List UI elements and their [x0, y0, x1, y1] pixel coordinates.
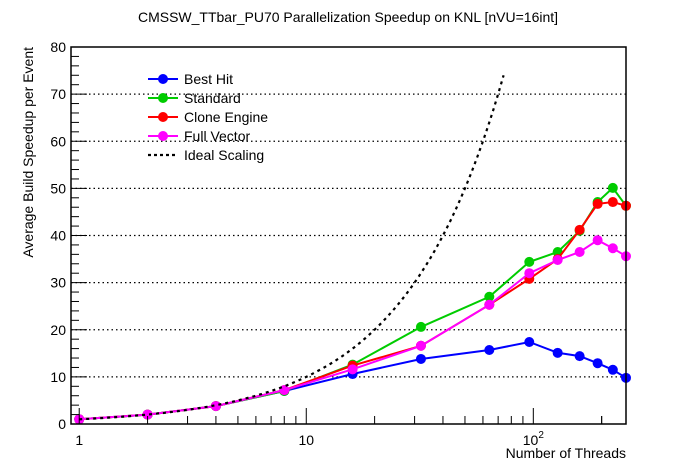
- series-clone-engine: [74, 197, 631, 425]
- legend-marker: [158, 74, 168, 84]
- y-tick-label: 30: [50, 275, 66, 291]
- x-tick-label: 10: [298, 432, 314, 448]
- data-point: [484, 345, 495, 356]
- chart-title: CMSSW_TTbar_PU70 Parallelization Speedup…: [138, 9, 558, 25]
- data-point: [607, 197, 618, 208]
- y-tick-label: 10: [50, 369, 66, 385]
- data-point: [607, 182, 618, 193]
- y-tick-label: 0: [58, 416, 66, 432]
- series-best-hit: [74, 337, 631, 425]
- series-line: [79, 74, 505, 421]
- data-point: [592, 358, 603, 369]
- legend-marker: [158, 131, 168, 141]
- legend-label: Best Hit: [184, 71, 233, 87]
- data-point: [552, 255, 563, 266]
- y-axis-label: Average Build Speedup per Event: [20, 47, 36, 258]
- data-point: [574, 224, 585, 235]
- series-full-vector: [74, 235, 631, 425]
- legend-label: Ideal Scaling: [184, 147, 264, 163]
- y-tick-label: 20: [50, 322, 66, 338]
- series-line: [79, 186, 627, 421]
- y-tick-label: 50: [50, 180, 66, 196]
- y-tick-label: 70: [50, 86, 66, 102]
- data-point: [524, 268, 535, 279]
- data-point: [142, 409, 153, 420]
- y-tick-label: 80: [50, 39, 66, 55]
- data-point: [415, 353, 426, 364]
- series-standard: [74, 182, 631, 425]
- data-point: [574, 246, 585, 257]
- data-point: [484, 299, 495, 310]
- series-ideal-scaling: [79, 74, 505, 421]
- data-point: [607, 243, 618, 254]
- x-tick-label: 1: [75, 432, 83, 448]
- legend-item: Standard: [148, 90, 241, 106]
- legend-item: Full Vector: [148, 128, 250, 144]
- series-line: [79, 200, 627, 421]
- series-layer: [74, 74, 631, 425]
- x-axis-label: Number of Threads: [506, 445, 626, 461]
- legend-label: Clone Engine: [184, 109, 268, 125]
- data-point: [574, 351, 585, 362]
- data-point: [607, 364, 618, 375]
- legend-item: Ideal Scaling: [148, 147, 264, 163]
- data-point: [552, 347, 563, 358]
- legend-item: Best Hit: [148, 71, 233, 87]
- legend: Best Hit Standard Clone Engine Full Vector I…: [148, 71, 268, 163]
- data-point: [592, 198, 603, 209]
- series-line: [79, 340, 627, 421]
- legend-marker: [158, 112, 168, 122]
- data-point: [524, 256, 535, 267]
- data-point: [415, 340, 426, 351]
- y-axis: 0 10 20 30 40 50 60 70 80: [50, 39, 87, 432]
- data-point: [415, 321, 426, 332]
- legend-marker: [158, 93, 168, 103]
- legend-label: Standard: [184, 90, 241, 106]
- y-tick-label: 40: [50, 228, 66, 244]
- legend-item: Clone Engine: [148, 109, 268, 125]
- legend-label: Full Vector: [184, 128, 250, 144]
- data-point: [347, 364, 358, 375]
- data-point: [524, 337, 535, 348]
- data-point: [592, 235, 603, 246]
- data-point: [484, 291, 495, 302]
- y-tick-label: 60: [50, 133, 66, 149]
